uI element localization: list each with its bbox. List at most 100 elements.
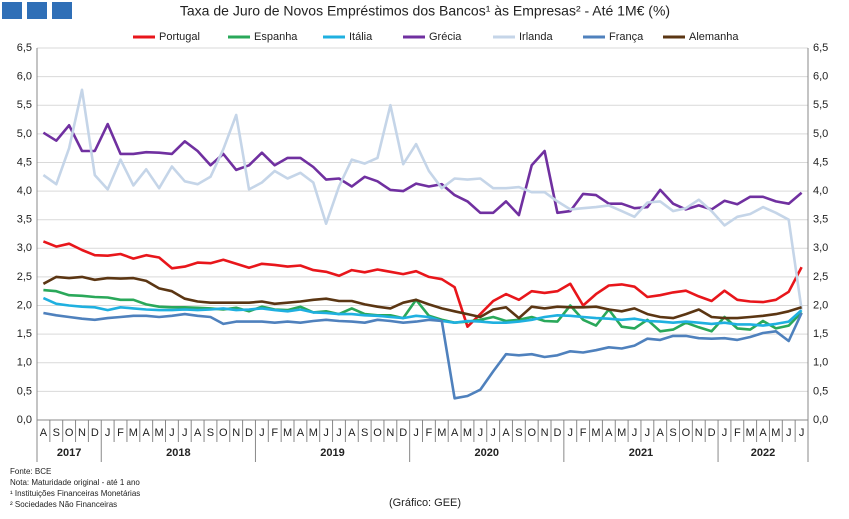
x-tick-label: S (361, 427, 368, 439)
x-tick-label: A (40, 427, 48, 439)
x-tick-label: O (65, 427, 74, 439)
y-tick-label: 2,5 (17, 271, 32, 283)
x-tick-label: A (451, 427, 459, 439)
y2-tick-label: 5,5 (813, 99, 828, 111)
x-tick-label: M (617, 427, 626, 439)
x-tick-label: N (386, 427, 394, 439)
x-tick-label: A (657, 427, 665, 439)
year-label: 2019 (320, 447, 344, 459)
y-tick-label: 4,0 (17, 185, 32, 197)
x-tick-label: N (695, 427, 703, 439)
y-tick-label: 0,0 (17, 414, 32, 426)
x-tick-label: A (605, 427, 613, 439)
x-tick-label: J (568, 427, 574, 439)
year-label: 2017 (57, 447, 81, 459)
x-tick-label: F (426, 427, 433, 439)
x-tick-label: J (182, 427, 188, 439)
legend-label: Alemanha (689, 31, 739, 43)
x-tick-label: N (541, 427, 549, 439)
note: ¹ Instituições Financeiras Monetárias (10, 489, 140, 498)
y2-tick-label: 3,5 (813, 214, 828, 226)
x-tick-label: M (771, 427, 780, 439)
x-tick-label: S (53, 427, 60, 439)
x-tick-label: M (283, 427, 292, 439)
series-line (42, 122, 803, 217)
x-tick-label: F (580, 427, 587, 439)
y-tick-label: 5,0 (17, 128, 32, 140)
x-tick-label: M (591, 427, 600, 439)
series-line (42, 275, 802, 320)
x-tick-label: A (759, 427, 767, 439)
x-tick-label: M (437, 427, 446, 439)
y-tick-label: 2,0 (17, 299, 32, 311)
x-tick-label: O (219, 427, 228, 439)
chart-title: Taxa de Juro de Novos Empréstimos dos Ba… (180, 3, 670, 19)
x-tick-label: D (245, 427, 253, 439)
x-tick-label: A (348, 427, 356, 439)
y2-tick-label: 0,5 (813, 385, 828, 397)
y2-tick-label: 2,0 (813, 299, 828, 311)
y-tick-label: 3,0 (17, 242, 32, 254)
y2-tick-label: 1,5 (813, 328, 828, 340)
y2-tick-label: 1,0 (813, 357, 828, 369)
logo-square (2, 2, 22, 19)
y2-tick-label: 0,0 (813, 414, 828, 426)
x-tick-label: O (373, 427, 382, 439)
x-tick-label: J (105, 427, 111, 439)
x-tick-label: J (645, 427, 651, 439)
y2-tick-label: 6,0 (813, 71, 828, 83)
x-tick-label: M (154, 427, 163, 439)
x-tick-label: J (323, 427, 329, 439)
x-tick-label: J (490, 427, 496, 439)
x-tick-label: D (399, 427, 407, 439)
x-tick-label: J (478, 427, 484, 439)
x-tick-label: J (632, 427, 638, 439)
legend-label: Irlanda (519, 31, 554, 43)
year-label: 2022 (751, 447, 775, 459)
x-tick-label: F (117, 427, 124, 439)
y-tick-label: 5,5 (17, 99, 32, 111)
y-tick-label: 0,5 (17, 385, 32, 397)
x-tick-label: M (463, 427, 472, 439)
year-label: 2018 (166, 447, 190, 459)
y2-tick-label: 4,5 (813, 156, 828, 168)
y-tick-label: 4,5 (17, 156, 32, 168)
series-line (42, 296, 803, 327)
y-tick-label: 6,5 (17, 42, 32, 54)
x-tick-label: J (786, 427, 792, 439)
y2-tick-label: 5,0 (813, 128, 828, 140)
logo-square (52, 2, 72, 19)
x-tick-label: O (527, 427, 536, 439)
x-tick-label: F (271, 427, 278, 439)
x-tick-label: N (78, 427, 86, 439)
legend-label: França (609, 31, 644, 43)
series-line (43, 311, 803, 400)
x-tick-label: F (734, 427, 741, 439)
y-tick-label: 1,5 (17, 328, 32, 340)
x-tick-label: J (336, 427, 342, 439)
legend-label: Grécia (429, 31, 462, 43)
x-tick-label: J (799, 427, 805, 439)
legend-label: Portugal (159, 31, 200, 43)
x-tick-label: D (91, 427, 99, 439)
x-tick-label: A (194, 427, 202, 439)
x-tick-label: M (129, 427, 138, 439)
series-line (42, 88, 803, 310)
y2-tick-label: 3,0 (813, 242, 828, 254)
x-tick-label: O (682, 427, 691, 439)
x-tick-label: A (297, 427, 305, 439)
note: Nota: Maturidade original - até 1 ano (10, 478, 140, 487)
x-tick-label: J (413, 427, 419, 439)
year-label: 2021 (629, 447, 653, 459)
y2-tick-label: 6,5 (813, 42, 828, 54)
x-tick-label: N (232, 427, 240, 439)
x-tick-label: J (169, 427, 175, 439)
y2-tick-label: 4,0 (813, 185, 828, 197)
series-line (43, 288, 803, 333)
year-label: 2020 (475, 447, 499, 459)
x-tick-label: S (515, 427, 522, 439)
legend-label: Espanha (254, 31, 298, 43)
x-tick-label: S (207, 427, 214, 439)
x-tick-label: D (553, 427, 561, 439)
